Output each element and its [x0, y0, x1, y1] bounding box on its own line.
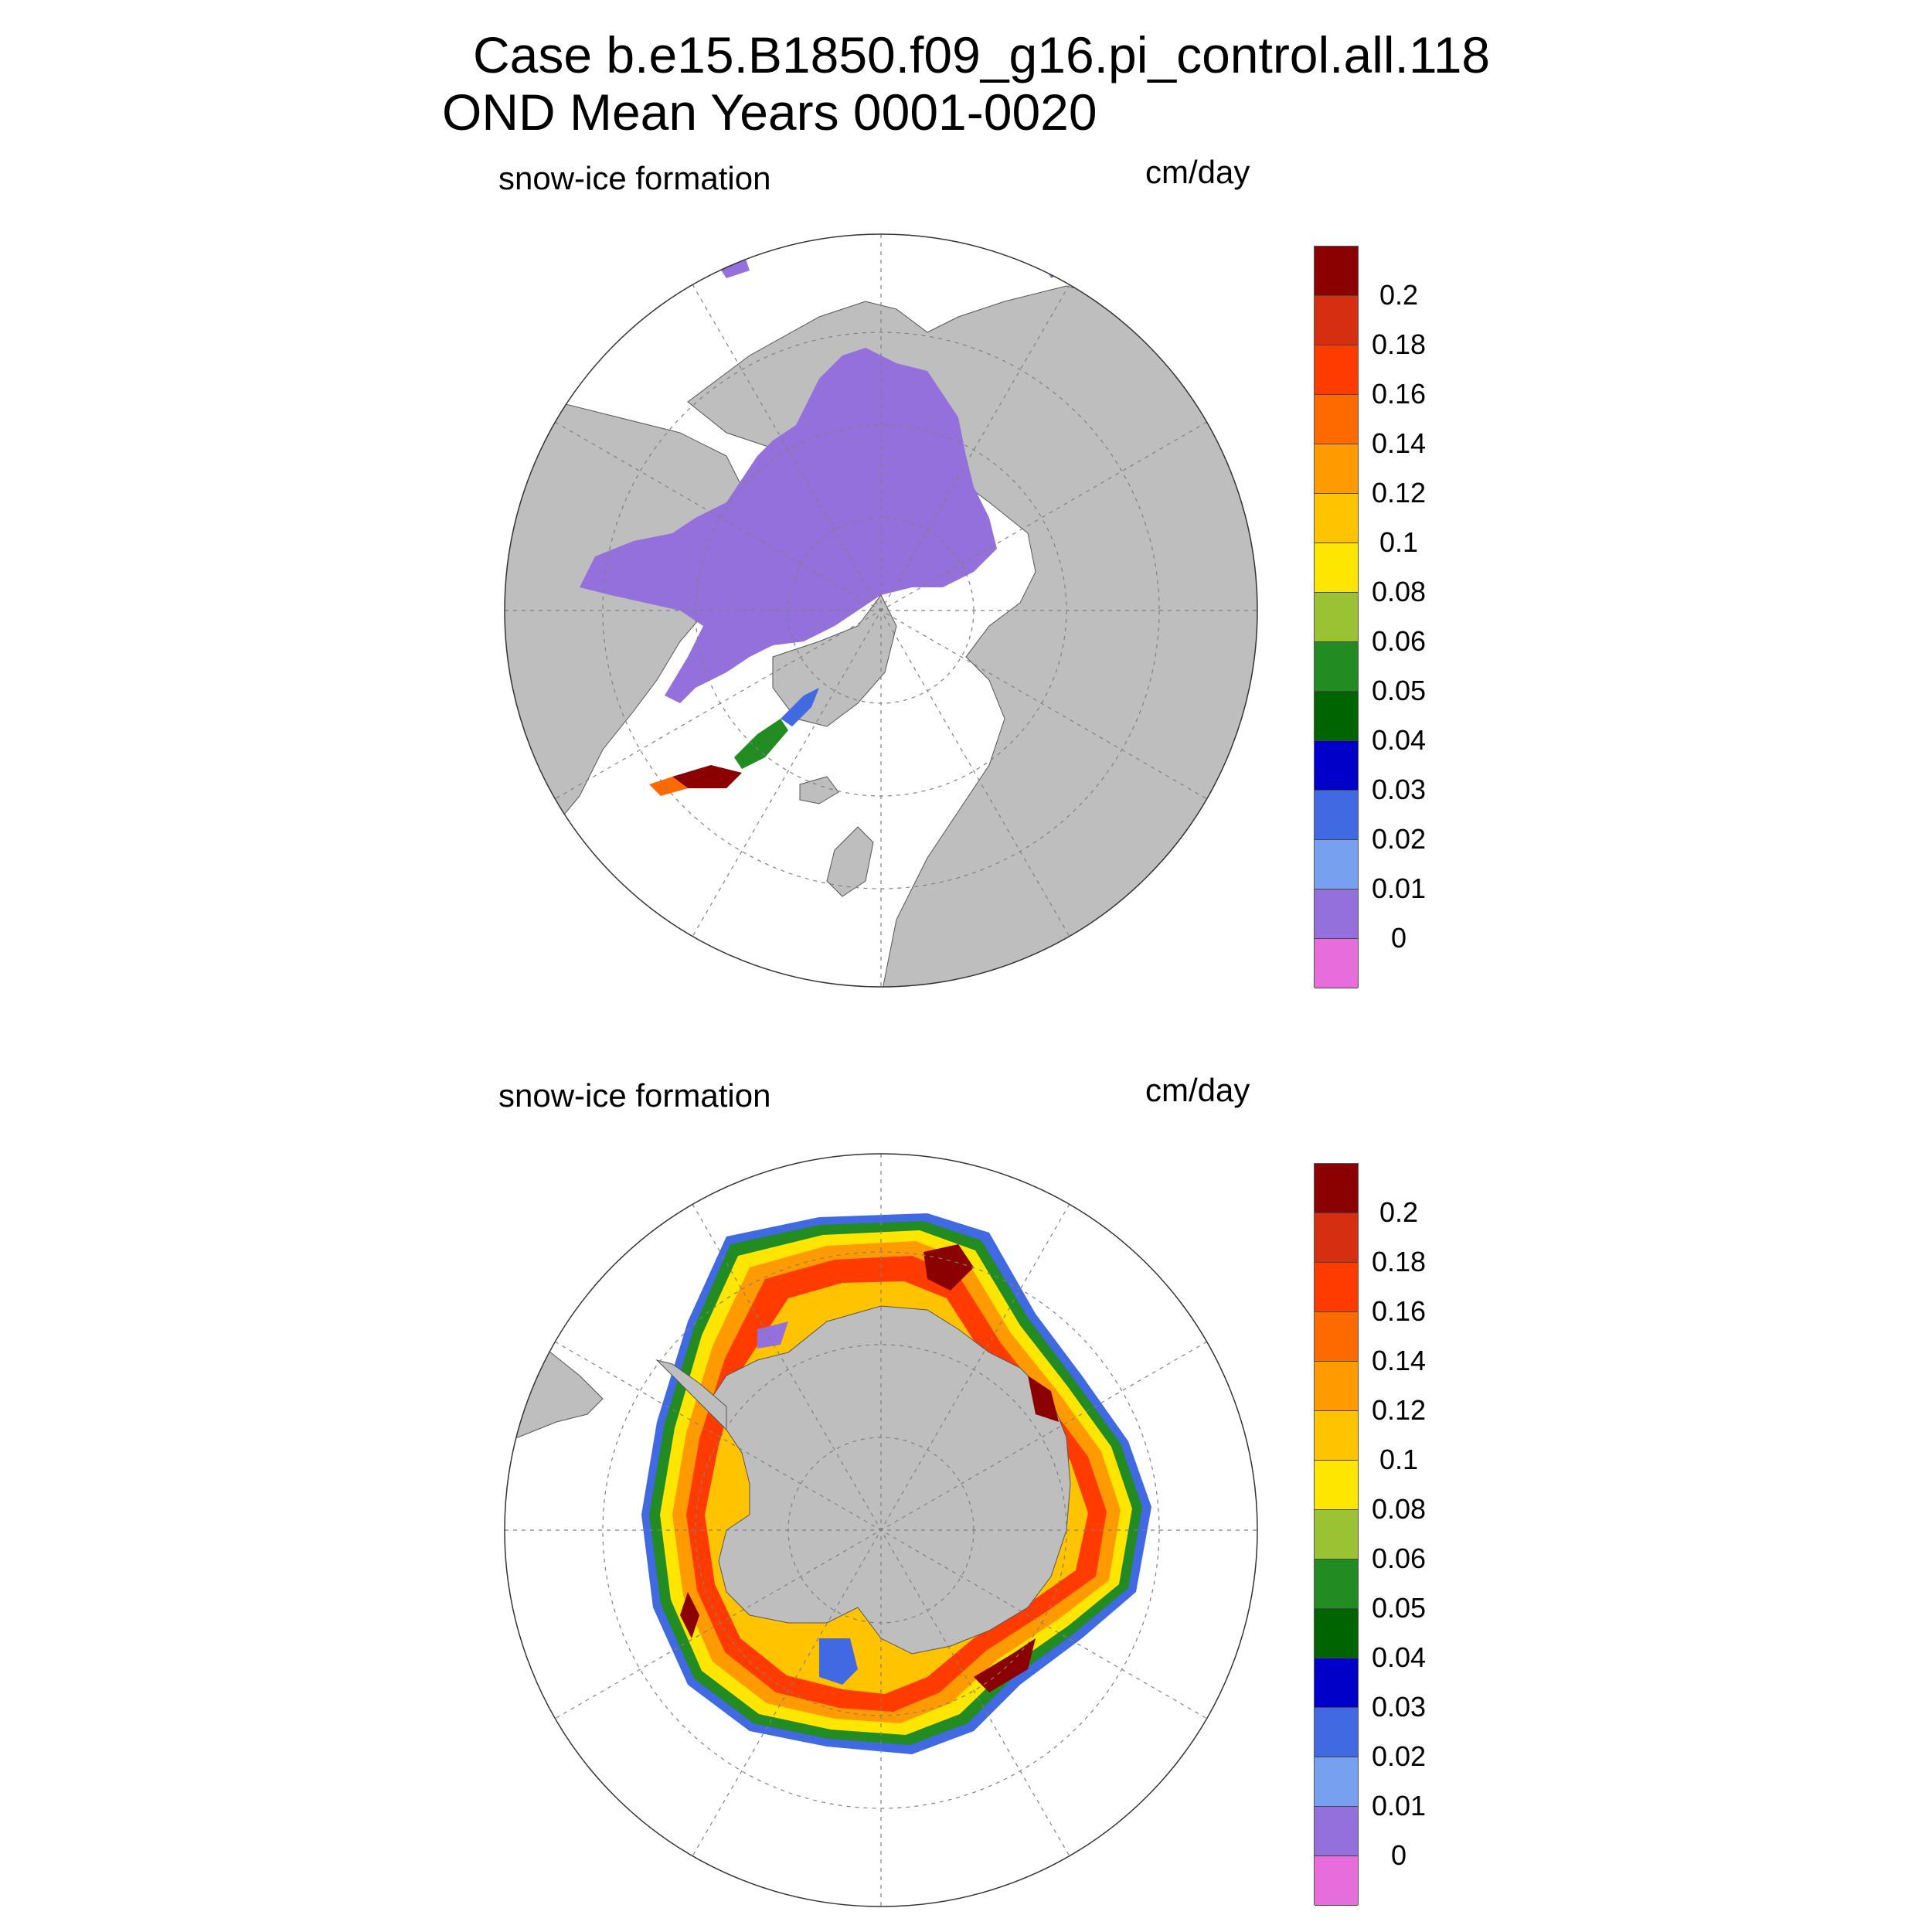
baffin-snow-ice-green [734, 719, 788, 769]
colorbar-tick-label: 0.16 [1371, 378, 1427, 410]
colorbar-segment [1315, 1708, 1358, 1757]
colorbar-tick-label: 0.14 [1371, 1345, 1427, 1376]
panel-units-label-south: cm/day [1145, 1072, 1250, 1108]
colorbar-segment [1315, 1263, 1358, 1312]
south-hotspot-4 [680, 1592, 699, 1638]
colorbar-segment [1315, 1856, 1358, 1906]
colorbar-segment [1315, 1213, 1358, 1263]
colorbar-segment [1315, 692, 1358, 741]
colorbar-tick-label: 0.1 [1379, 526, 1419, 558]
antarctic-peninsula-land [655, 1359, 727, 1431]
arctic-snow-ice-field [580, 348, 997, 703]
antarctica-land [710, 1305, 1071, 1655]
colorbar-tick-label: 0.01 [1371, 1790, 1427, 1821]
colorbar-north: 0.2 0.18 0.16 0.14 0.12 0.1 0.08 0.06 0.05 0.04 0.… [1314, 246, 1437, 988]
colorbar-segment [1315, 1510, 1358, 1560]
weddell-snow-ice-low [819, 1638, 858, 1685]
colorbar-tick-label: 0.18 [1371, 1246, 1427, 1277]
colorbar-tick-label: 0.12 [1371, 1394, 1427, 1426]
colorbar-segment [1315, 494, 1358, 543]
british-isles-land [826, 826, 874, 897]
panel-variable-label-north: snow-ice formation [498, 160, 771, 196]
colorbar-tick-label: 0.2 [1379, 279, 1419, 311]
colorbar-tick-label: 0 [1390, 1839, 1407, 1871]
colorbar-segment [1315, 791, 1358, 840]
colorbar-segment [1315, 543, 1358, 593]
panel-variable-label-south: snow-ice formation [498, 1077, 771, 1114]
colorbar-segment [1315, 296, 1358, 345]
north-polar-map [504, 233, 1258, 988]
south-graticule [505, 1154, 1257, 1906]
colorbar-tick-label: 0.12 [1371, 477, 1427, 509]
colorbar-tick-label: 0.08 [1371, 576, 1427, 607]
colorbar-tick-label: 0.06 [1371, 625, 1427, 657]
colorbar-segment [1315, 247, 1358, 296]
colorbar-tick-label: 0.1 [1379, 1444, 1419, 1475]
colorbar-tick-label: 0.14 [1371, 427, 1427, 459]
colorbar-segment [1315, 1757, 1358, 1807]
colorbar-segment [1315, 1312, 1358, 1362]
colorbar-segment [1315, 840, 1358, 889]
figure-title-line2: OND Mean Years 0001-0020 [442, 83, 1097, 141]
ross-snow-ice-low [757, 1321, 788, 1349]
colorbar-tick-label: 0.04 [1371, 1641, 1427, 1673]
colorbar-segment [1315, 1362, 1358, 1411]
colorbar-tick-label: 0.04 [1371, 724, 1427, 756]
colorbar-segment [1315, 444, 1358, 494]
colorbar-tick-label: 0 [1390, 922, 1407, 954]
panel-units-label-north: cm/day [1145, 154, 1250, 190]
baffin-snow-ice-blue [781, 688, 819, 726]
colorbar-segment [1315, 593, 1358, 642]
south-polar-map [504, 1153, 1258, 1907]
colorbar-segment [1315, 1658, 1358, 1708]
labrador-snow-ice-mid [649, 777, 688, 796]
colorbar-segment [1315, 642, 1358, 692]
labrador-snow-ice-high [672, 765, 742, 788]
colorbar-segment [1315, 741, 1358, 791]
south-hotspot-3 [974, 1638, 1036, 1692]
colorbar-tick-label: 0.01 [1371, 872, 1427, 904]
colorbar-tick-label: 0.05 [1371, 1592, 1427, 1624]
colorbar-segment [1315, 1411, 1358, 1461]
colorbar-tick-label: 0.03 [1371, 774, 1427, 805]
south-hotspot-2 [1028, 1376, 1059, 1422]
colorbar-tick-label: 0.2 [1379, 1196, 1419, 1228]
colorbar-south: 0.2 0.18 0.16 0.14 0.12 0.1 0.08 0.06 0.05 0.04 0.… [1314, 1163, 1437, 1906]
colorbar-tick-label: 0.05 [1371, 675, 1427, 706]
colorbar-segment [1315, 1164, 1358, 1213]
colorbar-segment [1315, 345, 1358, 395]
north-graticule [505, 234, 1257, 987]
colorbar-segment [1315, 1807, 1358, 1856]
colorbar-segment [1315, 889, 1358, 939]
colorbar-segment [1315, 395, 1358, 444]
colorbar-tick-label: 0.06 [1371, 1543, 1427, 1574]
colorbar-tick-label: 0.16 [1371, 1295, 1427, 1327]
colorbar-segment [1315, 1609, 1358, 1658]
colorbar-segment [1315, 1461, 1358, 1510]
colorbar-north-box [1314, 246, 1359, 988]
colorbar-tick-label: 0.02 [1371, 1740, 1427, 1772]
south-hotspot-1 [923, 1244, 974, 1291]
colorbar-south-box [1314, 1163, 1359, 1906]
figure-title-line1: Case b.e15.B1850.f09_g16.pi_control.all.… [473, 26, 1491, 83]
colorbar-segment [1315, 1560, 1358, 1609]
colorbar-tick-label: 0.03 [1371, 1691, 1427, 1723]
colorbar-tick-label: 0.08 [1371, 1493, 1427, 1525]
colorbar-segment [1315, 939, 1358, 988]
colorbar-tick-label: 0.18 [1371, 328, 1427, 360]
iceland-land [799, 776, 839, 804]
colorbar-tick-label: 0.02 [1371, 823, 1427, 855]
